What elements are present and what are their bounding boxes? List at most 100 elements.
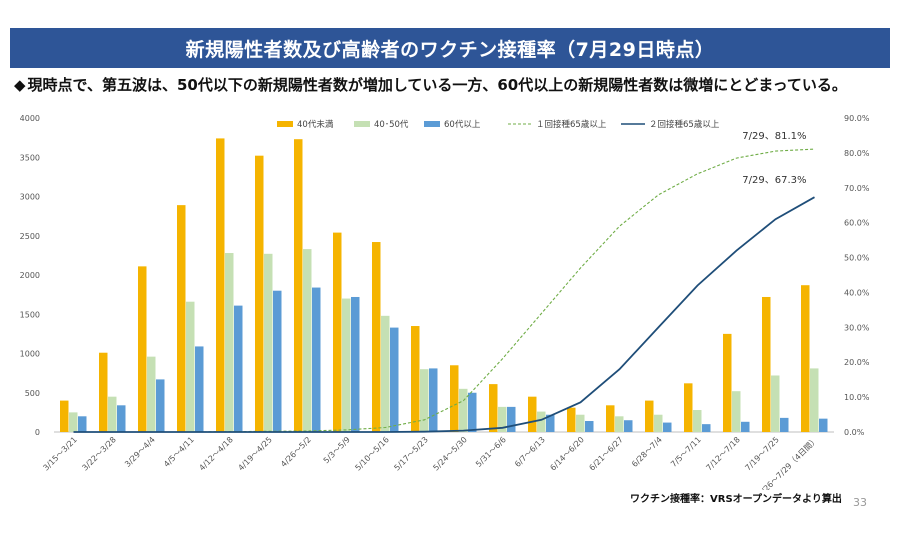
bar-40･50代 — [654, 414, 663, 432]
bar-60代以上 — [468, 392, 477, 432]
bar-60代以上 — [663, 422, 672, 432]
legend-swatch — [277, 121, 293, 127]
bar-40代未満 — [216, 138, 225, 432]
bar-40代未満 — [60, 400, 69, 432]
bar-60代以上 — [819, 418, 828, 432]
bar-40代未満 — [411, 326, 420, 432]
bar-60代以上 — [546, 414, 555, 432]
left-axis-tick-label: 1000 — [20, 350, 40, 359]
bar-40･50代 — [537, 411, 546, 432]
bar-40･50代 — [186, 301, 195, 432]
line-１回接種65歳以上 — [73, 148, 815, 433]
bar-60代以上 — [117, 405, 126, 432]
left-axis-tick-label: 3000 — [20, 193, 40, 202]
right-axis-tick-label: 10.0% — [844, 393, 870, 402]
headline: ◆ 現時点で、第五波は、50代以下の新規陽性者数が増加している一方、60代以上の新… — [14, 74, 894, 95]
bar-60代以上 — [702, 424, 711, 432]
bar-40･50代 — [342, 298, 351, 432]
bar-40代未満 — [372, 242, 381, 432]
bar-40代未満 — [138, 266, 147, 432]
bar-60代以上 — [351, 296, 360, 432]
legend-label: 60代以上 — [444, 119, 481, 130]
bar-40代未満 — [294, 139, 303, 432]
bar-40代未満 — [333, 232, 342, 432]
bar-40･50代 — [264, 253, 273, 432]
bar-60代以上 — [741, 421, 750, 432]
page-number: 33 — [853, 496, 867, 509]
bar-60代以上 — [507, 406, 516, 432]
x-axis-tick-label: 7/5～7/11 — [669, 435, 703, 469]
x-axis-tick-label: 6/14～6/20 — [548, 435, 585, 472]
x-axis-tick-label: 4/26～5/2 — [279, 435, 313, 469]
bar-60代以上 — [78, 416, 87, 432]
x-axis-tick-label: 5/24～5/30 — [431, 435, 468, 472]
bar-40･50代 — [381, 315, 390, 432]
bar-40代未満 — [99, 352, 108, 432]
x-axis-tick-label: 6/28～7/4 — [630, 435, 664, 469]
x-axis-tick-label: 5/10～5/16 — [353, 435, 390, 472]
right-axis-tick-label: 40.0% — [844, 288, 870, 297]
left-axis-tick-label: 2000 — [20, 271, 40, 280]
legend-label: 40･50代 — [374, 119, 409, 130]
right-axis-tick-label: 30.0% — [844, 323, 870, 332]
bar-40代未満 — [684, 383, 693, 432]
x-axis-tick-label: 7/19～7/25 — [743, 435, 780, 472]
bar-40代未満 — [801, 285, 810, 432]
annotation-label: 7/29、67.3% — [742, 175, 806, 186]
bar-40･50代 — [147, 356, 156, 432]
annotation-label: 7/29、81.1% — [742, 131, 806, 142]
right-axis-tick-label: 70.0% — [844, 184, 870, 193]
bar-60代以上 — [429, 368, 438, 432]
x-axis-tick-label: 6/7～6/13 — [513, 435, 547, 469]
right-axis-tick-label: 90.0% — [844, 114, 870, 123]
left-axis-tick-label: 500 — [25, 389, 40, 398]
bar-40･50代 — [771, 375, 780, 432]
left-axis-tick-label: 0 — [35, 428, 40, 437]
bar-60代以上 — [312, 287, 321, 432]
bar-40･50代 — [225, 253, 234, 432]
bar-40代未満 — [723, 333, 732, 432]
left-axis-tick-label: 1500 — [20, 310, 40, 319]
bar-40代未満 — [177, 205, 186, 432]
bar-40･50代 — [459, 388, 468, 432]
x-axis-tick-label: 4/5～4/11 — [162, 435, 196, 469]
bar-40･50代 — [420, 369, 429, 432]
bar-60代以上 — [156, 379, 165, 432]
bar-60代以上 — [780, 417, 789, 432]
bar-60代以上 — [234, 305, 243, 432]
bar-40代未満 — [606, 405, 615, 432]
bar-40代未満 — [528, 396, 537, 432]
left-axis-tick-label: 3500 — [20, 153, 40, 162]
left-axis-tick-label: 4000 — [20, 114, 40, 123]
bar-40代未満 — [489, 384, 498, 432]
x-axis-tick-label: 5/3～5/9 — [322, 435, 352, 465]
right-axis-tick-label: 50.0% — [844, 254, 870, 263]
x-axis-tick-label: 3/29～4/4 — [123, 435, 157, 469]
left-axis-tick-label: 2500 — [20, 232, 40, 241]
bar-60代以上 — [624, 420, 633, 432]
x-axis-tick-label: 4/19～4/25 — [236, 435, 273, 472]
bar-40代未満 — [762, 296, 771, 432]
right-axis-tick-label: 0.0% — [844, 428, 865, 437]
headline-text: 現時点で、第五波は、50代以下の新規陽性者数が増加している一方、60代以上の新規… — [27, 76, 847, 94]
bar-40･50代 — [108, 396, 117, 432]
bar-60代以上 — [273, 290, 282, 432]
bar-40代未満 — [567, 407, 576, 432]
x-axis-tick-label: 5/31～6/6 — [474, 435, 508, 469]
legend-label: １回接種65歳以上 — [536, 119, 607, 130]
bar-40･50代 — [303, 249, 312, 432]
legend-swatch — [424, 121, 440, 127]
diamond-icon: ◆ — [14, 76, 26, 94]
bar-40･50代 — [69, 412, 78, 432]
bar-40代未満 — [450, 365, 459, 432]
bar-60代以上 — [585, 421, 594, 432]
legend-label: 40代未満 — [297, 119, 334, 130]
cases-vaccination-chart: 0 500 1000 1500 2000 2500 3000 3500 4000 0.0% 10.0… — [20, 114, 870, 490]
bar-40･50代 — [732, 391, 741, 432]
right-axis-tick-label: 20.0% — [844, 358, 870, 367]
bar-40代未満 — [645, 400, 654, 432]
legend-swatch — [354, 121, 370, 127]
right-axis-tick-label: 60.0% — [844, 219, 870, 228]
x-axis-tick-label: 3/22～3/28 — [80, 435, 117, 472]
x-axis-tick-label: 6/21～6/27 — [587, 435, 624, 472]
